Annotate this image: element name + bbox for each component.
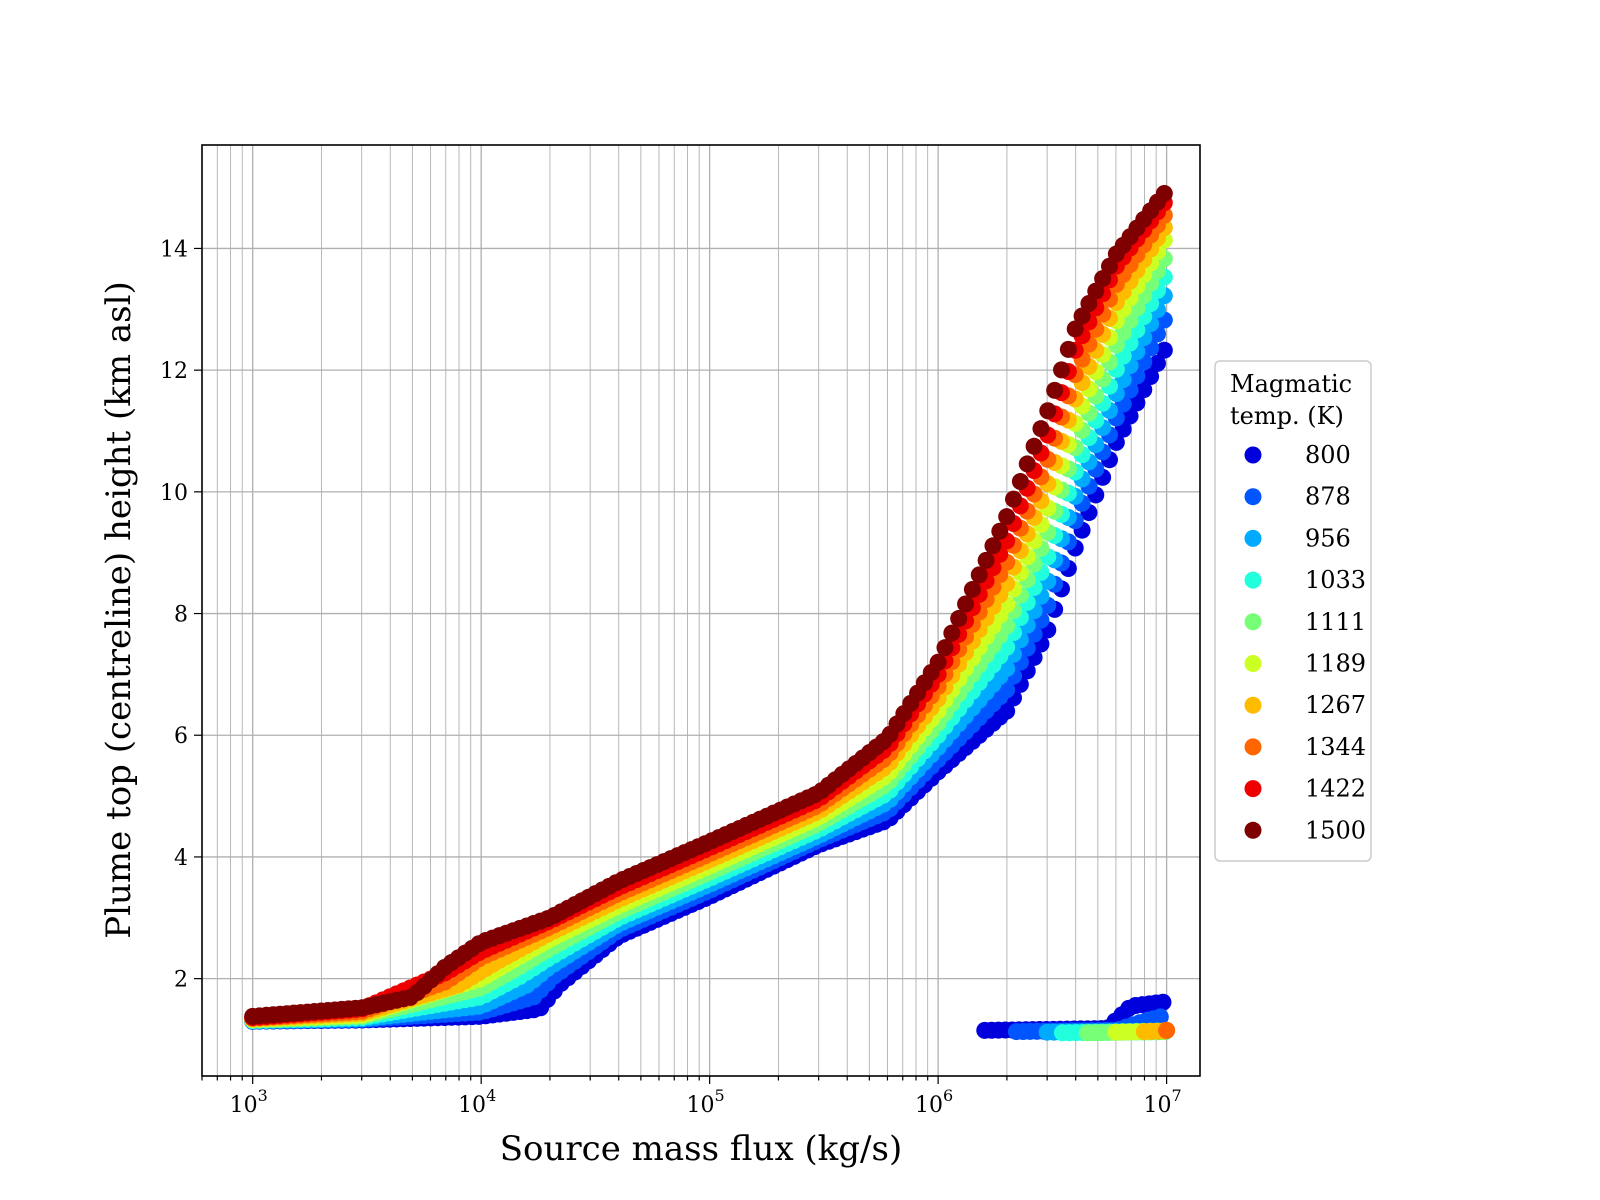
plot-area [244,185,1176,1042]
y-tick-label: 2 [174,968,188,993]
legend-frame [1214,360,1372,862]
y-axis-ticks: 2 4 6 8 10 12 14 [160,237,202,993]
data-point [991,522,1009,540]
legend-marker [1244,488,1262,506]
data-point [998,660,1016,678]
legend-label: 1422 [1305,775,1366,803]
data-point [929,653,947,671]
data-point [1073,307,1091,325]
legend-label: 1111 [1305,608,1366,636]
x-tick-exponent: 4 [486,1086,496,1105]
data-point [1154,993,1172,1011]
data-point [1135,381,1153,399]
data-point [970,566,988,584]
data-point [1011,473,1029,491]
x-tick-exponent: 3 [258,1086,268,1105]
data-point [1155,341,1173,359]
x-tick-base: 10 [458,1093,486,1118]
legend-marker [1244,738,1262,756]
legend-marker [1244,821,1262,839]
y-tick-label: 6 [174,724,188,749]
x-tick-label: 106 [915,1086,953,1118]
data-point [950,610,968,628]
y-tick-label: 4 [174,846,188,871]
legend-marker [1244,446,1262,464]
data-point [1066,320,1084,338]
grid-lines [201,145,1200,1076]
data-point [984,537,1002,555]
data-point [1087,282,1105,300]
data-point [998,702,1016,720]
data-point [1025,437,1043,455]
y-tick-label: 10 [160,481,188,506]
legend-label: 1267 [1305,691,1366,719]
legend-marker [1244,571,1262,589]
data-point [943,624,961,642]
legend-label: 1189 [1305,650,1366,678]
series-1344-lower-branch [1158,1021,1176,1039]
data-point [977,551,995,569]
legend-label: 1033 [1305,566,1366,594]
y-tick-label: 14 [160,237,188,262]
y-tick-label: 8 [174,603,188,628]
data-point [1128,394,1146,412]
data-point [936,639,954,657]
series-1500 [244,185,1173,1025]
data-point [1039,402,1057,420]
legend-label: 800 [1305,441,1351,469]
y-axis-label: Plume top (centreline) height (km asl) [99,281,139,939]
legend-title-line2: temp. (K) [1230,402,1344,430]
x-tick-exponent: 7 [1172,1086,1182,1105]
y-tick-label: 12 [160,359,188,384]
legend-label: 1344 [1305,733,1366,761]
legend-marker [1244,696,1262,714]
data-point [1046,381,1064,399]
x-tick-exponent: 5 [715,1086,725,1105]
legend-label: 878 [1305,483,1351,511]
x-tick-label: 104 [458,1086,496,1118]
x-axis-label: Source mass flux (kg/s) [500,1129,902,1169]
legend: Magmatic temp. (K) 800 878 956 1033 1111 1189… [1214,360,1372,862]
x-tick-label: 103 [230,1086,268,1118]
legend-marker [1244,529,1262,547]
legend-label: 1500 [1305,816,1366,844]
legend-marker [1244,613,1262,631]
plot-frame [201,144,1201,1077]
legend-marker [1244,655,1262,672]
legend-marker [1244,780,1262,798]
data-point [1059,340,1077,358]
data-point [1148,354,1166,372]
data-point [998,681,1016,699]
x-tick-base: 10 [1144,1093,1172,1118]
data-point [963,580,981,598]
data-point [1155,185,1173,203]
data-point [1032,420,1050,438]
legend-title-line1: Magmatic [1230,370,1352,398]
data-point [998,508,1016,526]
data-point [1151,1008,1169,1026]
x-tick-base: 10 [915,1093,943,1118]
data-point [957,595,975,613]
data-point [1158,1021,1176,1039]
x-tick-label: 107 [1144,1086,1182,1118]
x-tick-label: 105 [687,1086,725,1118]
data-point [1080,295,1098,313]
data-point [1053,361,1071,379]
legend-entries: 800 878 956 1033 1111 1189 1267 1344 1422 1500 [1244,441,1366,844]
x-axis-ticks: 103 104 105 106 107 [201,1076,1182,1118]
data-point [1142,368,1160,386]
x-tick-base: 10 [230,1093,258,1118]
legend-label: 956 [1305,524,1351,552]
data-point [1005,490,1023,508]
data-point [1018,455,1036,473]
data-point [1094,270,1112,288]
x-tick-exponent: 6 [943,1086,953,1105]
x-tick-base: 10 [687,1093,715,1118]
